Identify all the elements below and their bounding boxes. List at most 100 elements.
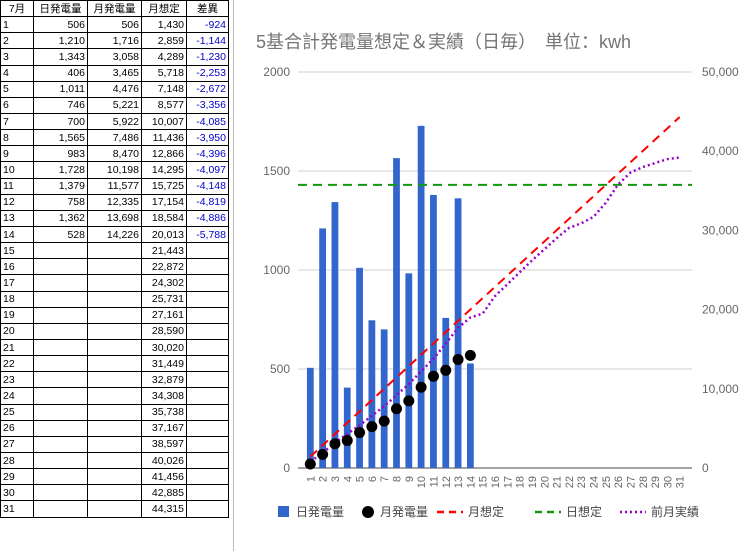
monthly-generation-cell[interactable]: 5,922 [87,112,142,131]
day-cell[interactable]: 16 [0,258,34,276]
header-monthly-generation[interactable]: 月発電量 [87,0,142,18]
daily-generation-cell[interactable]: 1,362 [33,209,88,227]
difference-cell[interactable]: -4,097 [186,161,229,179]
monthly-generation-cell[interactable] [87,322,142,340]
monthly-forecast-cell[interactable]: 24,302 [141,274,187,292]
day-cell[interactable]: 3 [0,48,34,66]
monthly-generation-cell[interactable]: 3,465 [87,64,142,82]
daily-generation-cell[interactable]: 700 [33,112,88,131]
difference-cell[interactable] [186,338,229,357]
monthly-forecast-cell[interactable]: 8,577 [141,96,187,114]
daily-generation-cell[interactable] [33,306,88,324]
monthly-generation-cell[interactable]: 1,716 [87,32,142,50]
monthly-generation-cell[interactable] [87,274,142,292]
daily-generation-cell[interactable]: 1,210 [33,32,88,50]
daily-generation-cell[interactable]: 746 [33,96,88,114]
monthly-forecast-cell[interactable]: 35,738 [141,403,187,421]
monthly-forecast-cell[interactable]: 40,026 [141,451,187,470]
daily-generation-cell[interactable] [33,403,88,421]
monthly-generation-cell[interactable] [87,500,142,518]
day-cell[interactable]: 7 [0,112,34,131]
monthly-generation-cell[interactable] [87,371,142,389]
monthly-generation-cell[interactable] [87,290,142,308]
difference-cell[interactable] [186,419,229,437]
monthly-generation-cell[interactable] [87,242,142,260]
day-cell[interactable]: 12 [0,193,34,211]
daily-generation-cell[interactable]: 506 [33,16,88,34]
difference-cell[interactable]: -4,148 [186,177,229,195]
difference-cell[interactable] [186,274,229,292]
monthly-forecast-cell[interactable]: 41,456 [141,468,187,486]
monthly-forecast-cell[interactable]: 7,148 [141,80,187,98]
day-cell[interactable]: 31 [0,500,34,518]
day-cell[interactable]: 2 [0,32,34,50]
daily-generation-cell[interactable]: 1,343 [33,48,88,66]
monthly-forecast-cell[interactable]: 2,859 [141,32,187,50]
daily-generation-cell[interactable]: 983 [33,145,88,163]
day-cell[interactable]: 28 [0,451,34,470]
monthly-generation-cell[interactable] [87,468,142,486]
difference-cell[interactable]: -1,144 [186,32,229,50]
monthly-forecast-cell[interactable]: 28,590 [141,322,187,340]
monthly-forecast-cell[interactable]: 42,885 [141,484,187,502]
monthly-generation-cell[interactable]: 4,476 [87,80,142,98]
difference-cell[interactable] [186,451,229,470]
difference-cell[interactable] [186,500,229,518]
day-cell[interactable]: 14 [0,225,34,244]
monthly-forecast-cell[interactable]: 12,866 [141,145,187,163]
daily-generation-cell[interactable]: 1,565 [33,129,88,147]
difference-cell[interactable]: -4,085 [186,112,229,131]
day-cell[interactable]: 17 [0,274,34,292]
monthly-generation-cell[interactable] [87,403,142,421]
monthly-generation-cell[interactable]: 12,335 [87,193,142,211]
difference-cell[interactable]: -4,886 [186,209,229,227]
monthly-forecast-cell[interactable]: 32,879 [141,371,187,389]
difference-cell[interactable]: -4,396 [186,145,229,163]
daily-generation-cell[interactable] [33,371,88,389]
day-cell[interactable]: 20 [0,322,34,340]
day-cell[interactable]: 9 [0,145,34,163]
monthly-forecast-cell[interactable]: 5,718 [141,64,187,82]
header-daily-generation[interactable]: 日発電量 [33,0,88,18]
difference-cell[interactable]: -924 [186,16,229,34]
day-cell[interactable]: 24 [0,387,34,405]
daily-generation-cell[interactable] [33,322,88,340]
monthly-forecast-cell[interactable]: 30,020 [141,338,187,357]
day-cell[interactable]: 4 [0,64,34,82]
difference-cell[interactable]: -3,950 [186,129,229,147]
day-cell[interactable]: 15 [0,242,34,260]
monthly-generation-cell[interactable]: 506 [87,16,142,34]
difference-cell[interactable] [186,468,229,486]
monthly-generation-cell[interactable]: 8,470 [87,145,142,163]
daily-generation-cell[interactable] [33,468,88,486]
monthly-generation-cell[interactable]: 13,698 [87,209,142,227]
daily-generation-cell[interactable]: 1,728 [33,161,88,179]
daily-generation-cell[interactable] [33,387,88,405]
monthly-generation-cell[interactable] [87,484,142,502]
day-cell[interactable]: 29 [0,468,34,486]
day-cell[interactable]: 25 [0,403,34,421]
daily-generation-cell[interactable]: 528 [33,225,88,244]
monthly-generation-cell[interactable] [87,258,142,276]
monthly-generation-cell[interactable]: 3,058 [87,48,142,66]
monthly-generation-cell[interactable]: 5,221 [87,96,142,114]
day-cell[interactable]: 30 [0,484,34,502]
header-monthly-forecast[interactable]: 月想定 [141,0,187,18]
monthly-forecast-cell[interactable]: 4,289 [141,48,187,66]
difference-cell[interactable]: -2,253 [186,64,229,82]
monthly-forecast-cell[interactable]: 38,597 [141,435,187,453]
header-difference[interactable]: 差異 [186,0,229,18]
day-cell[interactable]: 21 [0,338,34,357]
day-cell[interactable]: 19 [0,306,34,324]
difference-cell[interactable] [186,306,229,324]
monthly-forecast-cell[interactable]: 15,725 [141,177,187,195]
monthly-generation-cell[interactable]: 11,577 [87,177,142,195]
difference-cell[interactable] [186,322,229,340]
monthly-generation-cell[interactable]: 7,486 [87,129,142,147]
day-cell[interactable]: 22 [0,355,34,373]
monthly-forecast-cell[interactable]: 34,308 [141,387,187,405]
daily-generation-cell[interactable] [33,451,88,470]
daily-generation-cell[interactable]: 758 [33,193,88,211]
monthly-forecast-cell[interactable]: 37,167 [141,419,187,437]
monthly-forecast-cell[interactable]: 20,013 [141,225,187,244]
